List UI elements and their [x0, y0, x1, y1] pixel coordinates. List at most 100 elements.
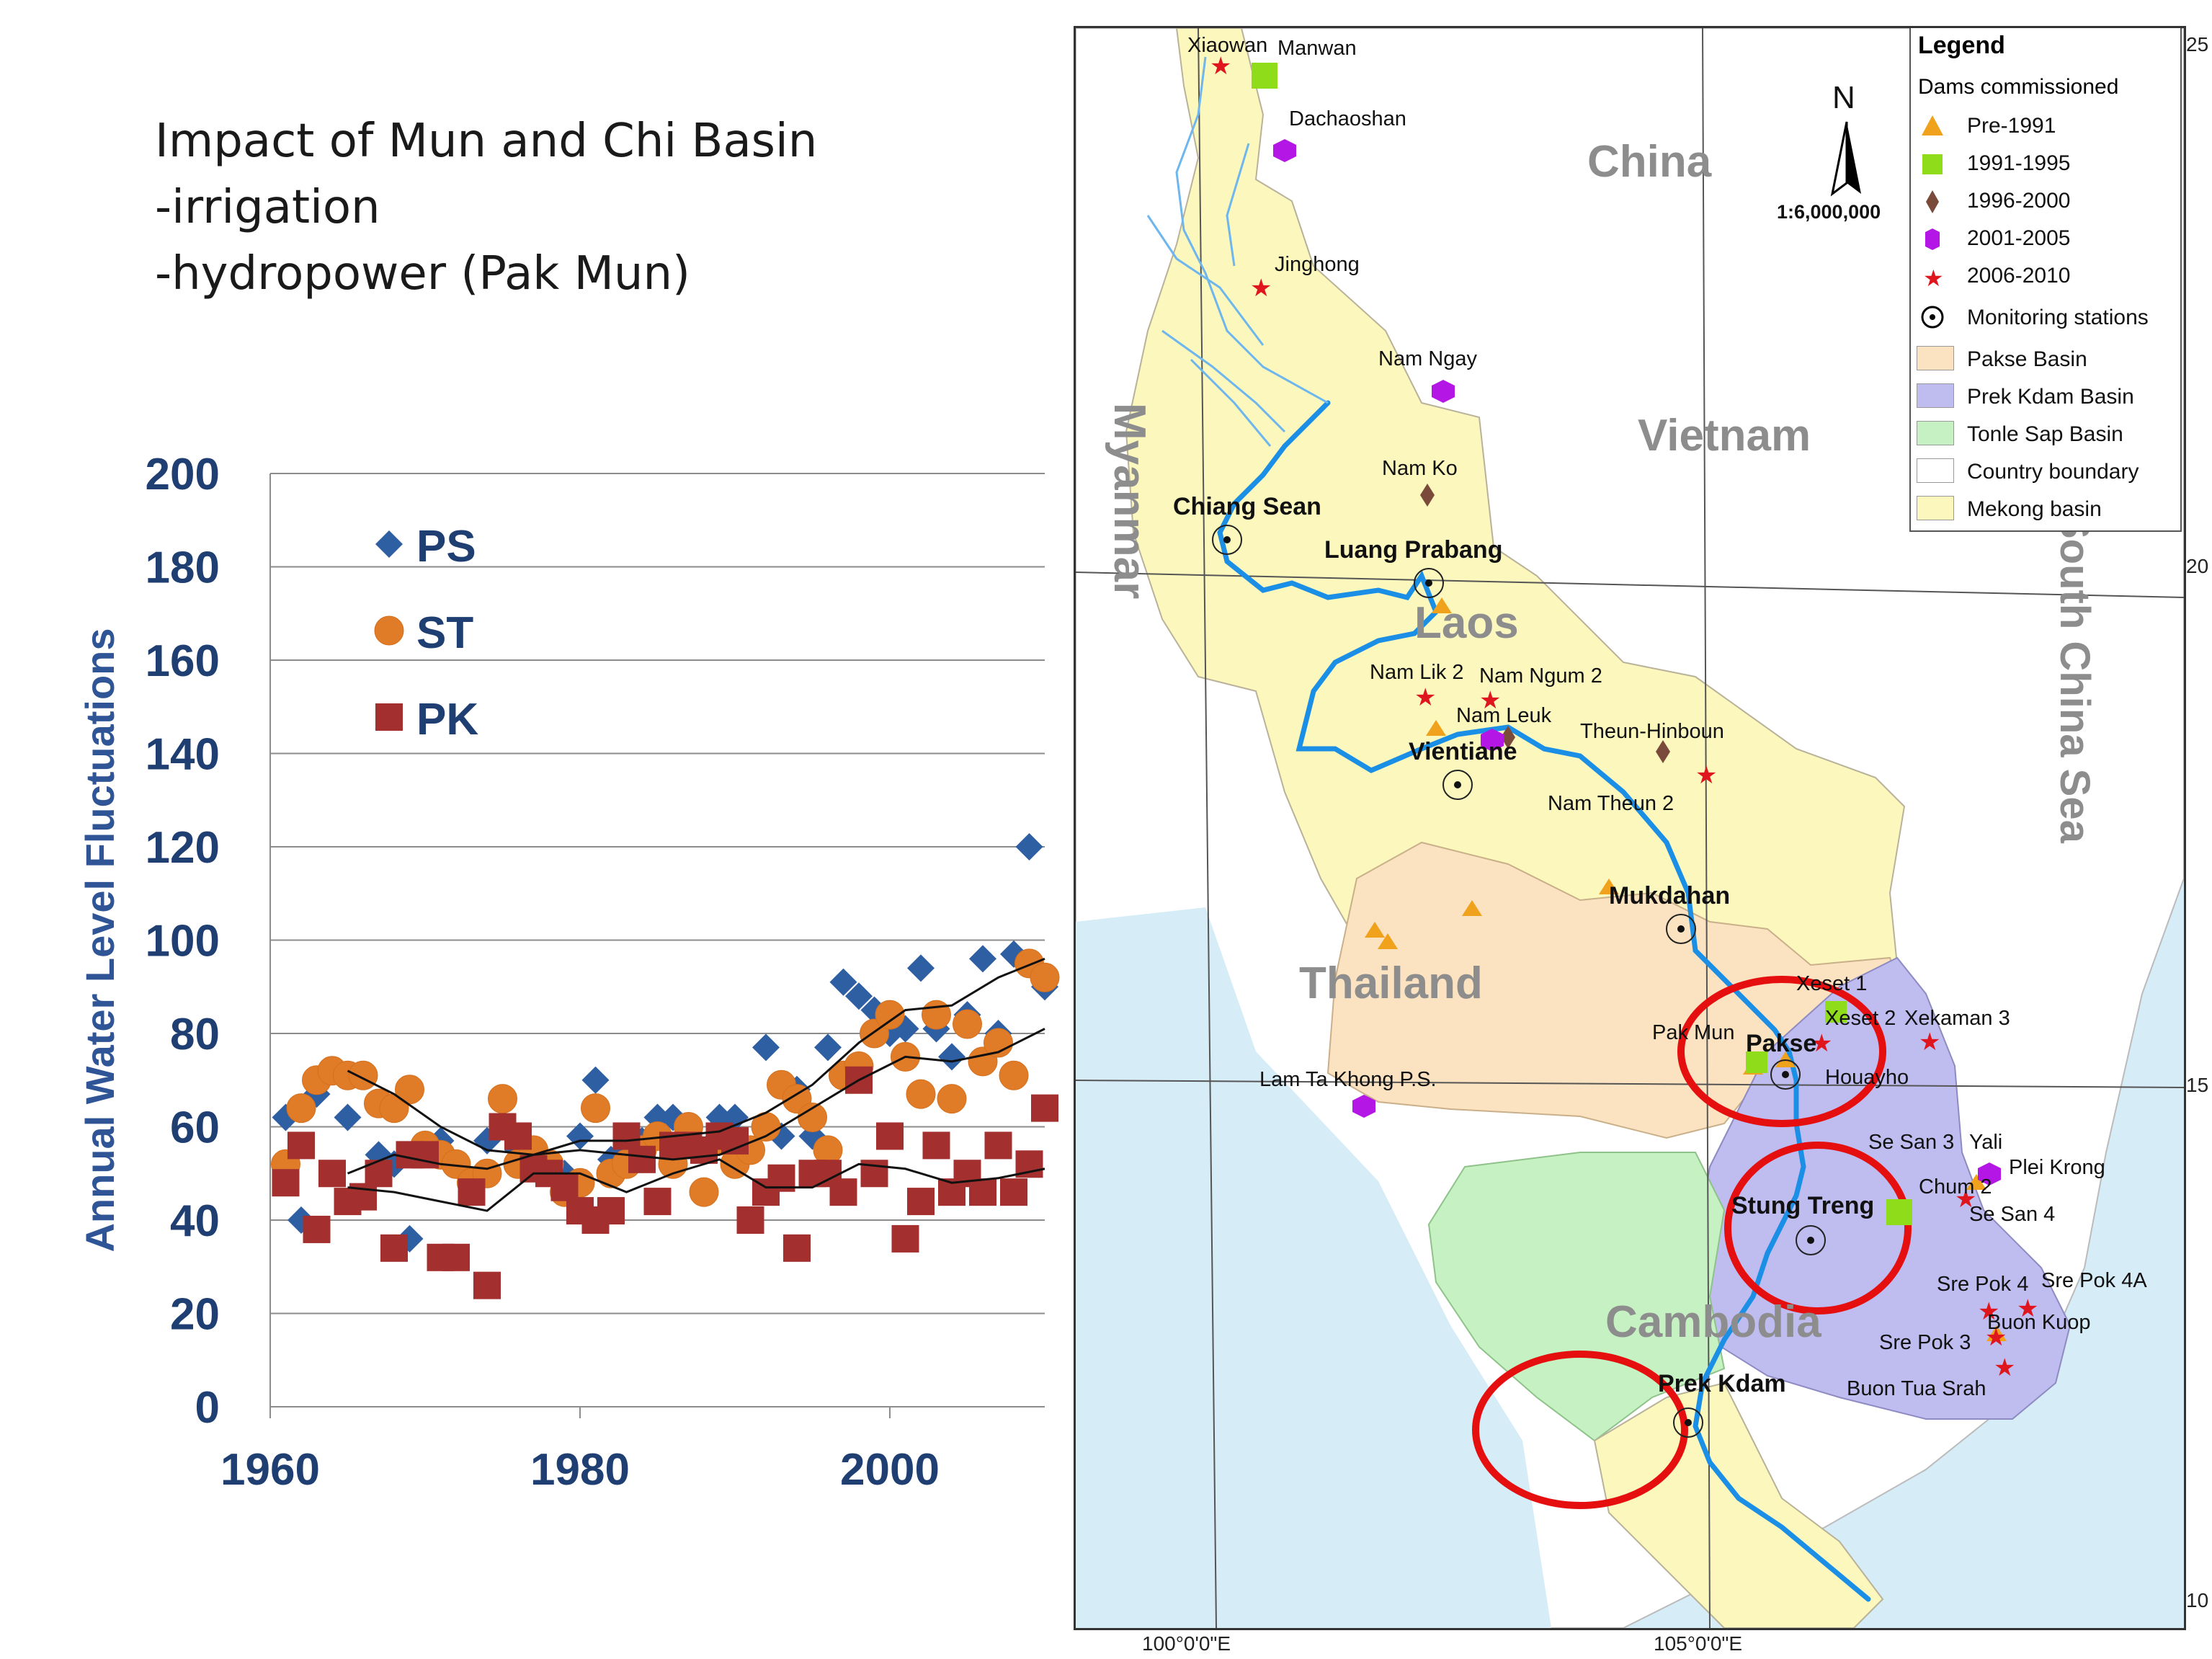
- slide-title: Impact of Mun and Chi Basin -irrigation …: [155, 108, 817, 307]
- legend-swatch: [1917, 383, 1954, 408]
- label-plei-krong: Plei Krong: [2009, 1156, 2105, 1179]
- data-point-ps: [705, 1103, 733, 1131]
- label-manwan: Manwan: [1277, 37, 1357, 60]
- title-line-2: -irrigation: [155, 181, 380, 234]
- data-point-ps: [814, 1033, 842, 1062]
- data-point-pk: [891, 1224, 919, 1253]
- legend-label: Tonle Sap Basin: [1967, 422, 2123, 446]
- label-se-san-4: Se San 4: [1969, 1203, 2056, 1226]
- y-tick-label: 180: [146, 543, 220, 593]
- x-tick-label: 2000: [840, 1445, 940, 1495]
- legend-label: 2006-2010: [1967, 264, 2071, 288]
- y-axis-title: Annual Water Level Fluctuations: [77, 628, 122, 1252]
- data-point-ps: [643, 1103, 672, 1131]
- data-point-ps: [375, 530, 403, 558]
- x-tick-label: 1980: [530, 1445, 630, 1495]
- legend-title: Legend: [1918, 32, 2005, 59]
- tonle-sap-basin: [1427, 1152, 1726, 1442]
- y-tick-label: 60: [170, 1103, 220, 1153]
- label-luang-prabang: Luang Prabang: [1324, 536, 1503, 564]
- data-point-st: [374, 615, 404, 646]
- legend-label-ps: PS: [416, 522, 476, 571]
- data-point-ps: [752, 1033, 780, 1062]
- data-point-ps: [581, 1066, 610, 1094]
- north-arrow-icon: [1830, 121, 1861, 197]
- data-point-pk: [1000, 1178, 1027, 1206]
- data-point-pk: [736, 1206, 764, 1234]
- legend-label: Prek Kdam Basin: [1967, 385, 2134, 409]
- data-point-pk: [504, 1122, 532, 1150]
- data-point-pk: [984, 1131, 1012, 1160]
- delta: [1593, 1382, 1884, 1628]
- trend-line-ps: [347, 958, 1045, 1175]
- label-se-san-3: Se San 3: [1868, 1131, 1955, 1154]
- svg-text:★: ★: [1919, 1028, 1940, 1057]
- mekong-river: [1217, 400, 1871, 1602]
- y-tick-label: 120: [146, 823, 220, 873]
- data-point-pk: [411, 1141, 439, 1169]
- chart-legend: PS ST PK: [374, 522, 478, 744]
- data-point-pk: [287, 1131, 315, 1160]
- label-xeset-2: Xeset 2: [1825, 1007, 1896, 1030]
- legend-label-pk: PK: [416, 695, 478, 744]
- data-point-pk: [783, 1234, 811, 1262]
- data-point-st: [999, 1060, 1029, 1090]
- y-tick-label: 20: [170, 1290, 220, 1340]
- lat-label-15: 15: [2186, 1074, 2209, 1096]
- data-point-ps: [907, 954, 935, 982]
- legend-station-icon: [1921, 306, 1944, 329]
- svg-text:★: ★: [1994, 1353, 2015, 1382]
- map-legend: Legend Dams commissioned Pre-1991 1991-1…: [1909, 28, 2182, 532]
- svg-text:★: ★: [1210, 52, 1231, 81]
- legend-label: Mekong basin: [1967, 497, 2102, 521]
- y-tick-label: 100: [146, 917, 220, 966]
- legend-triangle-icon: [1922, 115, 1943, 135]
- data-point-pk: [272, 1169, 300, 1197]
- label-pakse: Pakse: [1746, 1030, 1817, 1057]
- label-vientiane: Vientiane: [1409, 738, 1517, 765]
- legend-square-icon: [1922, 154, 1943, 174]
- label-prek-kdam: Prek Kdam: [1658, 1370, 1786, 1397]
- data-point-st: [953, 1009, 982, 1039]
- svg-text:★: ★: [1985, 1323, 2007, 1352]
- label-xiaowan: Xiaowan: [1187, 34, 1268, 57]
- lon-label-100: 100°0'0"E: [1142, 1632, 1231, 1655]
- title-line-1: Impact of Mun and Chi Basin: [155, 115, 818, 168]
- label-laos: Laos: [1414, 598, 1519, 648]
- data-point-st: [875, 1000, 905, 1030]
- data-point-ps: [969, 945, 996, 973]
- label-houayho: Houayho: [1825, 1066, 1909, 1089]
- label-nam-ko: Nam Ko: [1382, 457, 1458, 480]
- lat-label-20: 20: [2186, 555, 2209, 577]
- lat-label-10: 10: [2186, 1589, 2209, 1611]
- data-point-pk: [473, 1271, 501, 1299]
- label-xeset-1: Xeset 1: [1796, 972, 1868, 995]
- data-point-st: [922, 1000, 951, 1030]
- label-yali: Yali: [1969, 1131, 2003, 1154]
- legend-swatch: [1917, 458, 1954, 483]
- trend-line-pk: [347, 1158, 1045, 1212]
- label-thailand: Thailand: [1299, 959, 1483, 1008]
- label-nam-ngum-2: Nam Ngum 2: [1479, 664, 1602, 688]
- data-point-st: [689, 1177, 719, 1207]
- data-point-st: [1030, 962, 1060, 992]
- svg-text:★: ★: [1250, 274, 1272, 303]
- label-jinghong: Jinghong: [1275, 253, 1360, 276]
- label-xekaman-3: Xekaman 3: [1904, 1007, 2010, 1030]
- scale-label: 1:6,000,000: [1777, 201, 1881, 223]
- label-nam-theun-2: Nam Theun 2: [1548, 792, 1674, 815]
- label-nam-ngay: Nam Ngay: [1378, 347, 1477, 370]
- label-south-china-sea: South China Sea: [2051, 511, 2098, 843]
- label-mukdahan: Mukdahan: [1609, 882, 1731, 909]
- legend-label: 1996-2000: [1967, 189, 2071, 213]
- data-point-pk: [922, 1131, 950, 1160]
- svg-text:★: ★: [1479, 686, 1501, 715]
- data-point-pk: [907, 1188, 935, 1216]
- y-tick-label: 200: [146, 450, 220, 499]
- y-tick-label: 160: [146, 636, 220, 686]
- svg-text:★: ★: [1978, 1297, 1999, 1326]
- data-point-ps: [845, 982, 873, 1010]
- legend-label: Pre-1991: [1967, 114, 2056, 138]
- label-china: China: [1587, 137, 1712, 187]
- station-markers: [1212, 525, 1826, 1438]
